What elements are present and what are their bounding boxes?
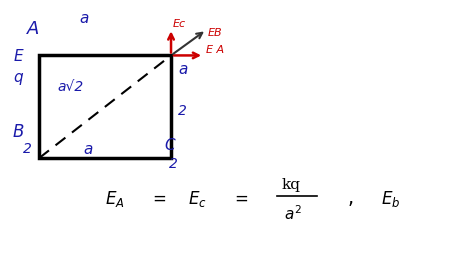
Text: $E_A$: $E_A$	[105, 189, 125, 209]
Text: a: a	[178, 62, 188, 77]
Text: $a^2$: $a^2$	[284, 204, 302, 223]
Text: q: q	[13, 70, 23, 85]
Text: EB: EB	[208, 28, 222, 38]
Text: E: E	[13, 49, 23, 64]
Text: E A: E A	[206, 45, 224, 55]
Text: =: =	[235, 190, 248, 208]
Text: ,: ,	[348, 189, 354, 208]
Text: $E_b$: $E_b$	[381, 189, 400, 209]
Text: kq: kq	[282, 178, 301, 192]
Text: =: =	[152, 190, 166, 208]
Text: B: B	[12, 123, 24, 141]
Text: a: a	[79, 11, 89, 26]
Text: A: A	[27, 20, 40, 38]
Text: C: C	[164, 138, 174, 153]
Text: a: a	[84, 142, 93, 157]
Text: 2: 2	[169, 157, 178, 171]
Text: a√2: a√2	[58, 79, 84, 94]
Text: 2: 2	[178, 104, 187, 118]
Text: $E_c$: $E_c$	[188, 189, 206, 209]
Bar	[39, 55, 171, 158]
Text: 2: 2	[23, 142, 32, 156]
Text: Ec: Ec	[173, 19, 186, 29]
